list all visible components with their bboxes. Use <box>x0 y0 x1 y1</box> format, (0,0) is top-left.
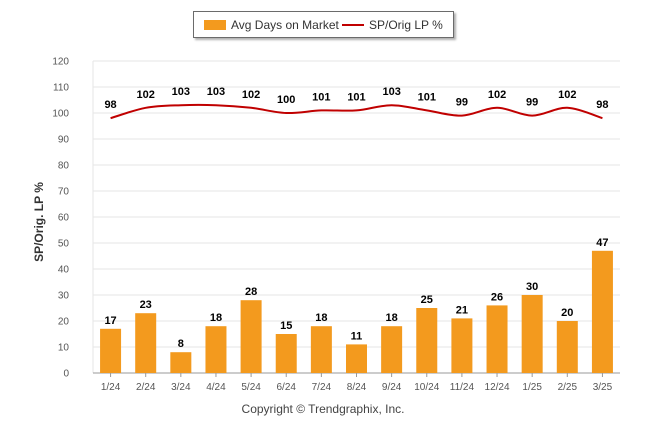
legend-bar-swatch <box>204 20 226 30</box>
line-data-label: 103 <box>207 86 225 98</box>
line-data-label: 98 <box>596 99 608 111</box>
x-tick-label: 2/24 <box>136 382 156 393</box>
bar-data-label: 47 <box>596 237 608 249</box>
x-tick-label: 2/25 <box>558 382 578 393</box>
x-tick-label: 4/24 <box>206 382 226 393</box>
bar-data-label: 23 <box>140 299 152 311</box>
x-tick-label: 6/24 <box>276 382 296 393</box>
bar <box>240 300 262 373</box>
copyright-text: Copyright © Trendgraphix, Inc. <box>241 402 405 416</box>
bar <box>486 305 508 373</box>
y-tick-label: 60 <box>58 213 70 224</box>
y-tick-label: 50 <box>58 239 70 250</box>
x-tick-label: 9/24 <box>382 382 402 393</box>
legend-item-bar[interactable]: Avg Days on Market <box>204 18 339 32</box>
y-tick-label: 80 <box>58 161 70 172</box>
x-tick-label: 11/24 <box>450 382 475 393</box>
bar <box>381 326 403 373</box>
y-tick-label: 100 <box>52 109 69 120</box>
bar-data-label: 11 <box>351 330 363 342</box>
y-tick-label: 40 <box>58 265 70 276</box>
legend: Avg Days on Market SP/Orig LP % <box>193 11 454 38</box>
x-tick-label: 1/24 <box>101 382 121 393</box>
line-data-label: 102 <box>137 89 155 101</box>
line-data-label: 99 <box>456 97 468 109</box>
bar <box>416 308 438 373</box>
y-tick-label: 10 <box>58 343 70 354</box>
bar <box>556 321 578 373</box>
bar-data-label: 18 <box>386 312 398 324</box>
y-tick-label: 30 <box>58 291 70 302</box>
bar <box>170 352 192 373</box>
bar <box>100 328 122 373</box>
line-data-label: 101 <box>347 91 365 103</box>
bar <box>205 326 227 373</box>
line-data-label: 102 <box>558 89 576 101</box>
bar-data-label: 26 <box>491 291 503 303</box>
x-tick-label: 3/25 <box>593 382 613 393</box>
x-tick-label: 5/24 <box>241 382 261 393</box>
bar-data-label: 8 <box>178 338 184 350</box>
y-tick-label: 70 <box>58 187 70 198</box>
line-data-label: 99 <box>526 97 538 109</box>
line-data-label: 102 <box>242 89 260 101</box>
bar-data-label: 30 <box>526 281 538 293</box>
y-tick-label: 20 <box>58 317 70 328</box>
y-tick-label: 90 <box>58 135 70 146</box>
line-data-label: 102 <box>488 89 506 101</box>
x-tick-label: 8/24 <box>347 382 367 393</box>
line-data-label: 98 <box>104 99 116 111</box>
bar <box>521 295 543 373</box>
bar-data-label: 17 <box>104 315 116 327</box>
bar <box>346 344 367 373</box>
bar-data-label: 20 <box>561 307 573 319</box>
x-tick-label: 1/25 <box>522 382 542 393</box>
bar-data-label: 25 <box>421 294 433 306</box>
line-data-label: 103 <box>172 86 190 98</box>
x-tick-label: 10/24 <box>414 382 439 393</box>
legend-line-label: SP/Orig LP % <box>369 18 443 32</box>
x-tick-label: 12/24 <box>485 382 510 393</box>
line-series <box>110 103 603 120</box>
x-tick-label: 7/24 <box>312 382 332 393</box>
bar-data-label: 28 <box>245 286 257 298</box>
bar-data-label: 18 <box>210 312 222 324</box>
legend-item-line[interactable]: SP/Orig LP % <box>342 18 443 32</box>
bar <box>135 313 157 373</box>
bar <box>591 250 613 373</box>
y-tick-label: 0 <box>63 369 69 380</box>
bar <box>310 326 332 373</box>
line-data-label: 100 <box>277 94 295 106</box>
bar-data-label: 18 <box>315 312 327 324</box>
bar-data-label: 15 <box>280 320 292 332</box>
bar-data-label: 21 <box>456 304 468 316</box>
x-tick-label: 3/24 <box>171 382 191 393</box>
bar <box>275 334 297 373</box>
line-data-label: 101 <box>418 91 436 103</box>
line-data-label: 103 <box>382 86 400 98</box>
legend-line-swatch <box>342 24 364 26</box>
legend-bar-label: Avg Days on Market <box>231 18 339 32</box>
y-axis-title: SP/Orig. LP % <box>32 182 46 262</box>
bar <box>451 318 473 373</box>
line-data-label: 101 <box>312 91 330 103</box>
y-tick-label: 110 <box>53 83 69 94</box>
y-tick-label: 120 <box>52 57 69 68</box>
